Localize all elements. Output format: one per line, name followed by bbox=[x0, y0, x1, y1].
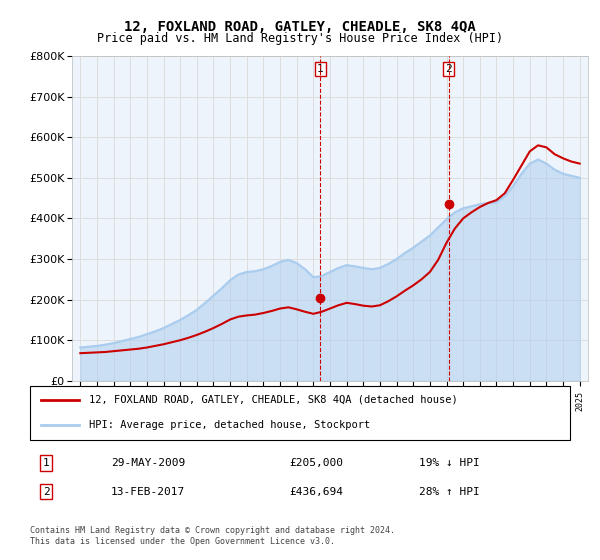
Text: £436,694: £436,694 bbox=[289, 487, 343, 497]
Text: £205,000: £205,000 bbox=[289, 458, 343, 468]
FancyBboxPatch shape bbox=[30, 386, 570, 440]
Text: 12, FOXLAND ROAD, GATLEY, CHEADLE, SK8 4QA (detached house): 12, FOXLAND ROAD, GATLEY, CHEADLE, SK8 4… bbox=[89, 395, 458, 405]
Text: 28% ↑ HPI: 28% ↑ HPI bbox=[419, 487, 479, 497]
Text: HPI: Average price, detached house, Stockport: HPI: Average price, detached house, Stoc… bbox=[89, 419, 371, 430]
Text: 1: 1 bbox=[317, 64, 323, 74]
Text: 29-MAY-2009: 29-MAY-2009 bbox=[111, 458, 185, 468]
Text: Price paid vs. HM Land Registry's House Price Index (HPI): Price paid vs. HM Land Registry's House … bbox=[97, 32, 503, 45]
Text: 1: 1 bbox=[43, 458, 50, 468]
Text: 13-FEB-2017: 13-FEB-2017 bbox=[111, 487, 185, 497]
Text: 2: 2 bbox=[43, 487, 50, 497]
Text: 2: 2 bbox=[445, 64, 452, 74]
Text: 12, FOXLAND ROAD, GATLEY, CHEADLE, SK8 4QA: 12, FOXLAND ROAD, GATLEY, CHEADLE, SK8 4… bbox=[124, 20, 476, 34]
Text: 19% ↓ HPI: 19% ↓ HPI bbox=[419, 458, 479, 468]
Text: Contains HM Land Registry data © Crown copyright and database right 2024.
This d: Contains HM Land Registry data © Crown c… bbox=[30, 526, 395, 546]
